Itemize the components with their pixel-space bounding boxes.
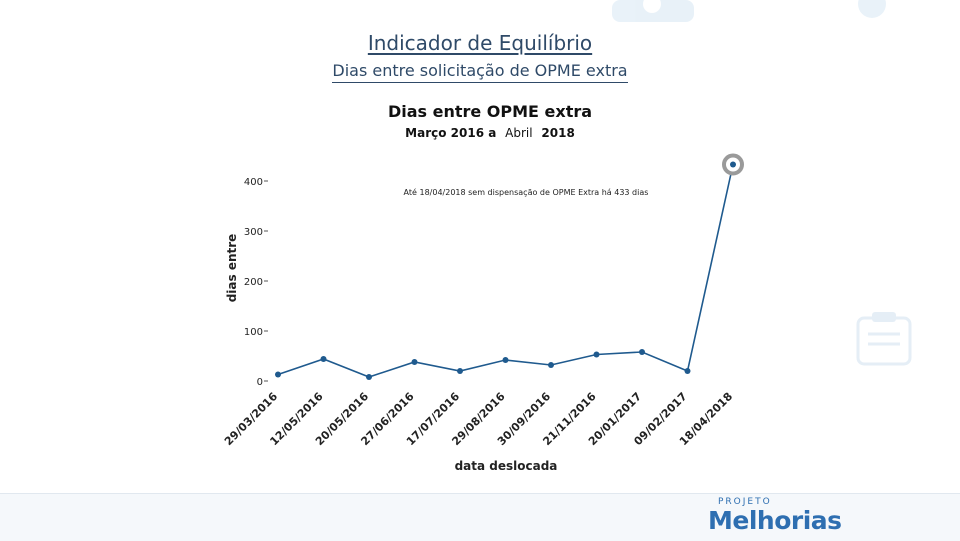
y-tick-label: 100	[244, 327, 263, 338]
y-tick-label: 400	[244, 177, 263, 188]
chart-subtitle: Março 2016 a Abril 2018	[405, 126, 575, 140]
clipboard-icon	[856, 312, 912, 366]
data-point	[548, 362, 554, 368]
logo-main-text: Melhorias	[708, 506, 842, 535]
data-point	[730, 161, 736, 168]
chart-subtitle-part3: 2018	[541, 126, 574, 140]
data-point	[502, 357, 509, 363]
footer-band	[0, 493, 960, 541]
y-tick-label: 200	[244, 277, 263, 288]
slide-subtitle: Dias entre solicitação de OPME extra	[0, 61, 960, 83]
data-point	[275, 371, 281, 378]
data-point	[411, 359, 418, 365]
x-axis-label: data deslocada	[455, 459, 558, 473]
heart-check-icon	[858, 0, 886, 18]
y-tick-label: 300	[244, 227, 263, 238]
doctor-icon	[612, 0, 694, 22]
chart-title: Dias entre OPME extra	[388, 102, 592, 121]
chart-annotation: Até 18/04/2018 sem dispensação de OPME E…	[404, 187, 649, 197]
data-point	[320, 356, 327, 362]
chart-subtitle-part2: Abril	[505, 126, 532, 140]
data-point	[366, 374, 372, 380]
logo-top-text: PROJETO	[718, 497, 772, 507]
data-point	[457, 368, 463, 374]
slide-title: Indicador de Equilíbrio	[367, 31, 593, 55]
data-point	[684, 368, 691, 374]
y-tick-label: 0	[257, 377, 263, 388]
chart-subtitle-part1: Março 2016 a	[405, 126, 496, 140]
y-axis-label: dias entre	[225, 234, 239, 303]
projeto-melhorias-logo: PROJETO Melhorias	[708, 497, 868, 537]
data-point	[593, 351, 600, 358]
data-point	[639, 349, 645, 355]
